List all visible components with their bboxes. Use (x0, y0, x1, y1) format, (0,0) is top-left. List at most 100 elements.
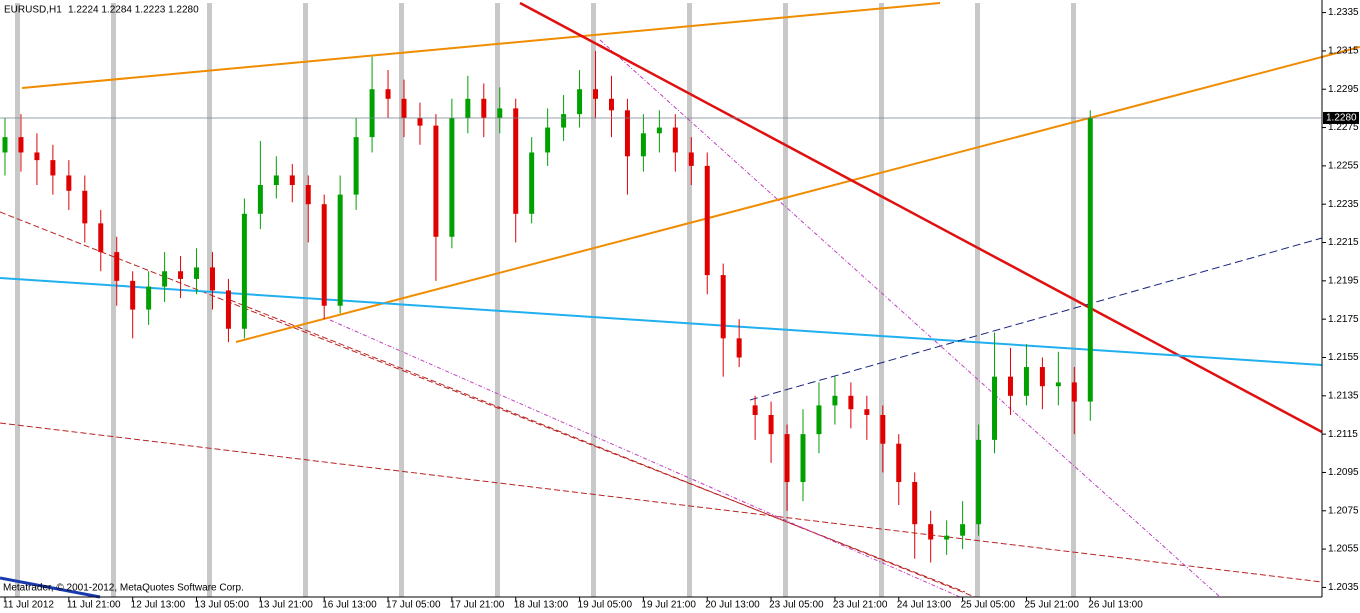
header-ohlc: 1.2224 1.2284 1.2223 1.2280 (68, 5, 199, 16)
candle-body (816, 405, 822, 435)
candle-body (241, 213, 247, 329)
y-tick-label: 1.2135 (1328, 390, 1359, 401)
x-tick-label: 19 Jul 21:00 (641, 600, 696, 611)
x-tick-label: 13 Jul 05:00 (195, 600, 250, 611)
y-tick-label: 1.2155 (1328, 352, 1359, 363)
candle-body (2, 137, 8, 153)
x-tick-label: 23 Jul 05:00 (769, 600, 824, 611)
candle-body (225, 290, 231, 329)
candle-body (561, 114, 567, 128)
candle-body (194, 267, 200, 279)
y-tick-label: 1.2295 (1328, 84, 1359, 95)
candle-body (624, 110, 630, 157)
candle-body (736, 338, 742, 358)
x-tick-label: 12 Jul 13:00 (131, 600, 186, 611)
candle-body (353, 137, 359, 195)
candle-body (1039, 367, 1045, 387)
candle-body (257, 185, 263, 214)
x-tick-label: 25 Jul 21:00 (1024, 600, 1079, 611)
y-tick-label: 1.2055 (1328, 544, 1359, 555)
candle-body (1071, 382, 1077, 402)
candle-body (449, 117, 455, 237)
x-tick-label: 17 Jul 21:00 (450, 600, 505, 611)
candle-body (481, 98, 487, 118)
x-tick-label: 25 Jul 05:00 (961, 600, 1016, 611)
candle-body (960, 524, 966, 536)
candle-body (800, 434, 806, 483)
candle-body (82, 190, 88, 224)
candle-body (465, 98, 471, 118)
candle-body (178, 271, 184, 279)
candle-body (401, 98, 407, 118)
y-tick-label: 1.2335 (1328, 7, 1359, 18)
candle-body (433, 125, 439, 237)
x-tick-label: 11 Jul 21:00 (67, 600, 121, 611)
candle-body (720, 275, 726, 339)
candle-body (688, 152, 694, 166)
candle-body (1055, 382, 1061, 387)
candle-body (273, 175, 279, 186)
x-tick-label: 24 Jul 13:00 (897, 600, 952, 611)
candle-body (577, 89, 583, 115)
y-tick-label: 1.2035 (1328, 582, 1359, 593)
candle-body (848, 395, 854, 410)
symbol: EURUSD,H1 (4, 5, 62, 16)
candle-body (305, 185, 311, 205)
candle-body (369, 89, 375, 138)
candle-body (608, 98, 614, 111)
candle-body (752, 405, 758, 415)
candle-body (114, 252, 120, 281)
price-label: 1.2280 (1326, 113, 1357, 124)
y-tick-label: 1.2195 (1328, 275, 1359, 286)
candle-body (784, 434, 790, 483)
candle-body (976, 439, 982, 525)
candle-body (656, 127, 662, 134)
candle-body (18, 137, 24, 153)
candle-body (385, 89, 391, 99)
candle-body (704, 165, 710, 276)
candle-body (992, 376, 998, 440)
y-tick-label: 1.2175 (1328, 314, 1359, 325)
plot (2, 50, 1093, 563)
candle-body (417, 117, 423, 126)
candle-body (912, 482, 918, 525)
candle-body (98, 223, 104, 253)
candle-body (337, 194, 343, 306)
x-tick-label: 11 Jul 2012 (3, 600, 54, 611)
candle-body (1007, 376, 1013, 396)
candle-body (864, 409, 870, 415)
candle-body (529, 152, 535, 214)
candle-body (497, 108, 503, 118)
candle-body (640, 133, 646, 157)
y-tick-label: 1.2235 (1328, 199, 1359, 210)
candle-body (593, 89, 599, 99)
x-tick-label: 18 Jul 13:00 (514, 600, 569, 611)
candle-body (880, 414, 886, 444)
candle-body (66, 175, 72, 191)
x-tick-label: 20 Jul 13:00 (705, 600, 760, 611)
candle-body (50, 160, 56, 176)
candle-body (1087, 117, 1093, 402)
trendlines (0, 1, 1360, 599)
x-tick-label: 16 Jul 13:00 (322, 600, 377, 611)
candle-body (321, 204, 327, 306)
x-tick-label: 13 Jul 21:00 (258, 600, 313, 611)
candle-body (768, 414, 774, 435)
candle-body (944, 535, 950, 540)
y-tick-label: 1.2095 (1328, 467, 1359, 478)
candle-body (146, 286, 152, 310)
candle-body (289, 175, 295, 186)
candle-body (832, 395, 838, 406)
price-label-box (1323, 111, 1359, 124)
y-tick-label: 1.2115 (1328, 429, 1358, 440)
y-tick-label: 1.2315 (1328, 46, 1359, 57)
candle-body (162, 271, 168, 287)
candle-body (513, 108, 519, 214)
y-tick-label: 1.2275 (1328, 122, 1359, 133)
candle-body (209, 267, 215, 291)
y-tick-label: 1.2075 (1328, 505, 1359, 516)
x-tick-label: 19 Jul 05:00 (578, 600, 633, 611)
copyright: Metatrader, © 2001-2012, MetaQuotes Soft… (3, 583, 244, 594)
